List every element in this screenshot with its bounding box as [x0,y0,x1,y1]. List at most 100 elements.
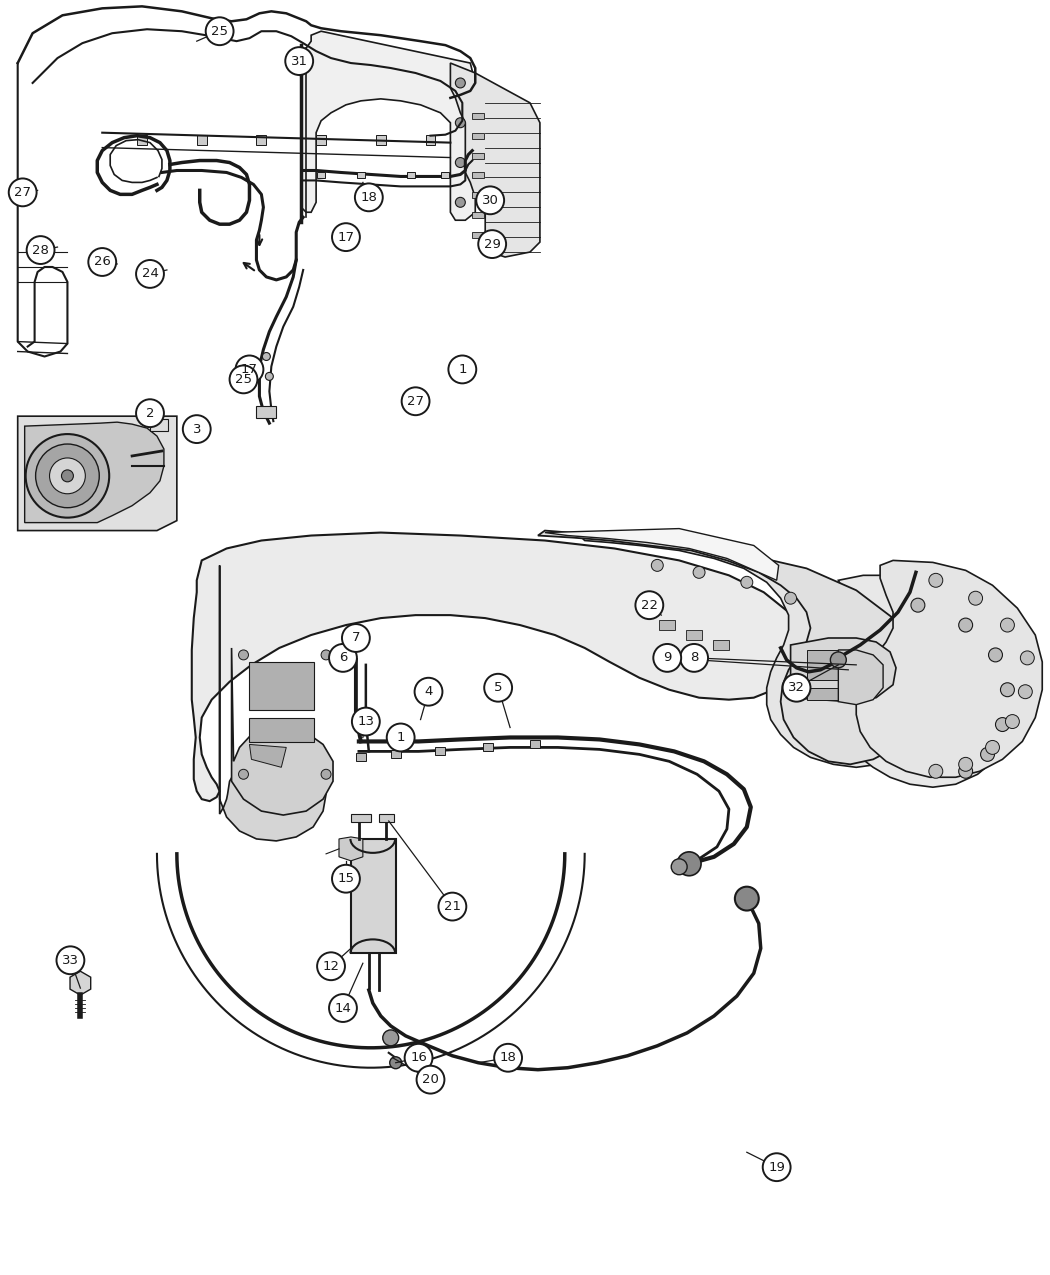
Bar [659,620,675,630]
Bar [406,172,415,178]
Circle shape [383,1030,399,1046]
Circle shape [456,158,465,167]
Polygon shape [545,529,779,580]
Bar [441,172,449,178]
Text: 14: 14 [335,1002,352,1015]
Circle shape [57,946,84,974]
Text: 27: 27 [14,186,32,199]
Text: 27: 27 [407,395,424,408]
Text: 21: 21 [444,900,461,913]
Polygon shape [192,533,799,801]
Circle shape [929,574,943,588]
Polygon shape [538,530,926,764]
Circle shape [329,644,357,672]
Bar [138,135,147,144]
Circle shape [317,952,345,980]
Circle shape [136,399,164,427]
Bar [472,153,484,158]
Circle shape [911,598,925,612]
Text: 7: 7 [352,631,360,644]
Bar [376,135,385,144]
Circle shape [36,444,100,507]
Circle shape [332,223,360,251]
Circle shape [183,416,211,442]
Text: 4: 4 [424,685,433,699]
Bar [436,747,445,755]
Text: 24: 24 [142,268,159,280]
Text: 15: 15 [337,872,355,885]
Text: 3: 3 [192,422,201,436]
Polygon shape [250,745,287,768]
Circle shape [352,708,380,736]
Circle shape [1018,685,1032,699]
Text: 2: 2 [146,407,154,419]
Circle shape [986,741,1000,755]
Circle shape [671,859,687,875]
Circle shape [230,366,257,393]
Polygon shape [301,31,476,221]
Circle shape [680,644,708,672]
Polygon shape [219,565,327,842]
Circle shape [262,352,270,361]
Text: 20: 20 [422,1074,439,1086]
Bar [256,407,276,418]
Circle shape [206,18,233,45]
Bar [357,172,364,178]
Circle shape [417,1066,444,1094]
Polygon shape [856,561,1043,778]
Circle shape [386,723,415,751]
Circle shape [735,886,759,910]
Circle shape [321,650,331,660]
Bar [316,135,327,144]
Text: 1: 1 [458,363,466,376]
Bar [356,754,365,761]
Circle shape [762,1154,791,1181]
Text: 25: 25 [211,24,228,38]
Bar [806,650,848,680]
Circle shape [969,592,983,606]
Bar [317,172,326,178]
Text: 19: 19 [769,1160,785,1174]
Circle shape [1001,682,1014,696]
Text: 8: 8 [690,652,698,664]
Text: 13: 13 [357,715,375,728]
Circle shape [238,769,249,779]
Bar [250,718,314,742]
Text: 30: 30 [482,194,499,207]
Circle shape [456,117,465,128]
Circle shape [959,764,972,778]
Text: 22: 22 [640,599,658,612]
Circle shape [677,852,701,876]
Polygon shape [18,416,176,530]
Text: 18: 18 [360,191,377,204]
Text: 16: 16 [411,1052,427,1065]
Polygon shape [450,62,540,258]
Bar [391,751,401,759]
Circle shape [693,566,705,579]
Circle shape [456,198,465,208]
Text: 32: 32 [789,681,805,694]
Circle shape [62,470,74,482]
Circle shape [329,994,357,1023]
Circle shape [782,673,811,701]
Circle shape [355,184,383,212]
Bar [806,687,848,700]
Bar [472,232,484,238]
Bar [472,172,484,178]
Bar [150,419,168,431]
Text: 18: 18 [500,1052,517,1065]
Circle shape [1001,618,1014,632]
Bar [530,741,540,748]
Text: 1: 1 [397,731,405,745]
Text: 6: 6 [339,652,348,664]
Circle shape [477,186,504,214]
Bar [250,662,314,710]
Bar [483,743,493,751]
Circle shape [235,356,264,384]
Circle shape [390,1057,402,1068]
Circle shape [478,231,506,258]
Bar [425,135,436,144]
Text: 17: 17 [240,363,258,376]
Bar [713,640,729,650]
Text: 26: 26 [93,255,110,269]
